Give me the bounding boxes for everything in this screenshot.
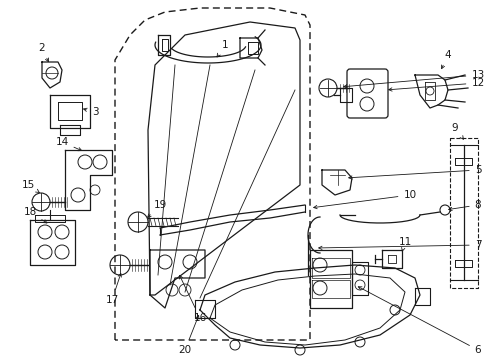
Text: 1: 1 — [217, 40, 228, 57]
Text: 14: 14 — [55, 137, 81, 151]
Text: 20: 20 — [178, 315, 199, 355]
Text: 15: 15 — [21, 180, 40, 193]
Text: 3: 3 — [83, 107, 98, 117]
Text: 17: 17 — [105, 274, 121, 305]
Text: 5: 5 — [348, 165, 480, 179]
Text: 18: 18 — [23, 207, 47, 223]
Text: 6: 6 — [358, 287, 480, 355]
Text: 2: 2 — [39, 43, 48, 62]
Text: 16: 16 — [179, 275, 206, 323]
Text: 19: 19 — [147, 200, 166, 217]
Text: 7: 7 — [318, 240, 480, 250]
Text: 8: 8 — [448, 200, 480, 211]
Text: 9: 9 — [451, 123, 463, 139]
Text: 12: 12 — [388, 78, 484, 91]
Text: 11: 11 — [398, 237, 411, 251]
Text: 4: 4 — [441, 50, 450, 69]
Text: 13: 13 — [343, 70, 484, 88]
Text: 10: 10 — [313, 190, 416, 209]
